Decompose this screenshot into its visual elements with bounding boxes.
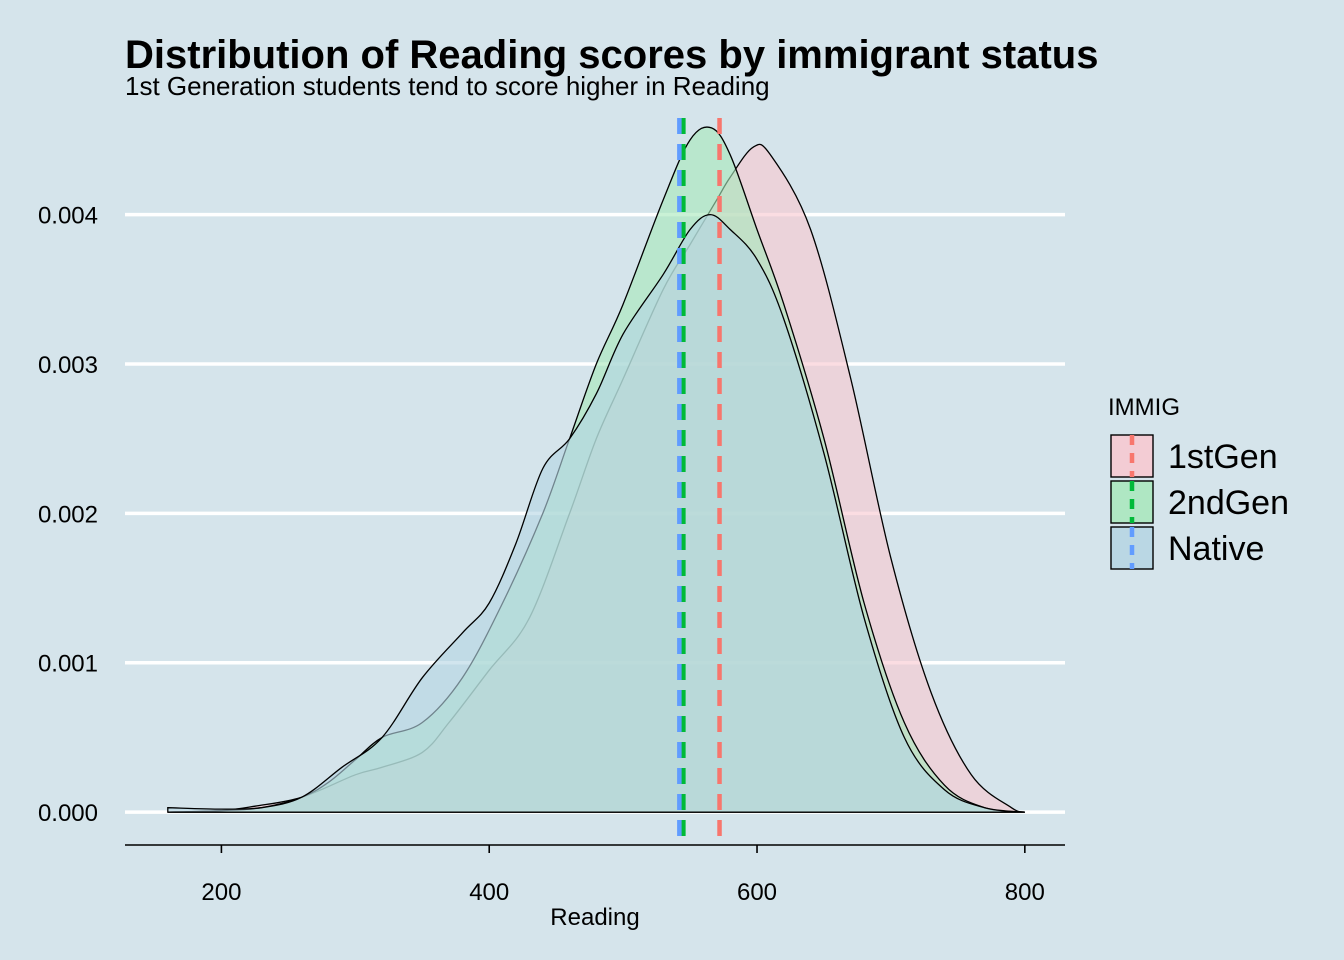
x-axis-ticks: 200 400 600 800 (201, 845, 1045, 906)
x-tick-label: 800 (1005, 879, 1045, 906)
legend-label-native: Native (1168, 530, 1264, 568)
y-tick-label: 0.001 (38, 651, 98, 678)
density-area-native (167, 213, 1025, 813)
y-tick-label: 0.004 (38, 203, 98, 230)
x-axis-title: Reading (550, 904, 639, 931)
y-axis-ticks: 0.000 0.001 0.002 0.003 0.004 (38, 203, 98, 828)
x-tick-label: 600 (737, 879, 777, 906)
chart-title: Distribution of Reading scores by immigr… (125, 33, 1098, 77)
x-tick-label: 200 (201, 879, 241, 906)
y-tick-label: 0.003 (38, 352, 98, 379)
y-tick-label: 0.000 (38, 800, 98, 827)
legend-label-1stgen: 1stGen (1168, 438, 1278, 476)
density-areas (167, 126, 1025, 813)
legend-label-2ndgen: 2ndGen (1168, 484, 1289, 522)
x-tick-label: 400 (469, 879, 509, 906)
legend: IMMIG 1stGen 2ndGen Native (1108, 394, 1289, 570)
mean-lines (677, 118, 722, 845)
legend-title: IMMIG (1108, 394, 1180, 421)
y-tick-label: 0.002 (38, 501, 98, 528)
chart-subtitle: 1st Generation students tend to score hi… (125, 71, 770, 101)
